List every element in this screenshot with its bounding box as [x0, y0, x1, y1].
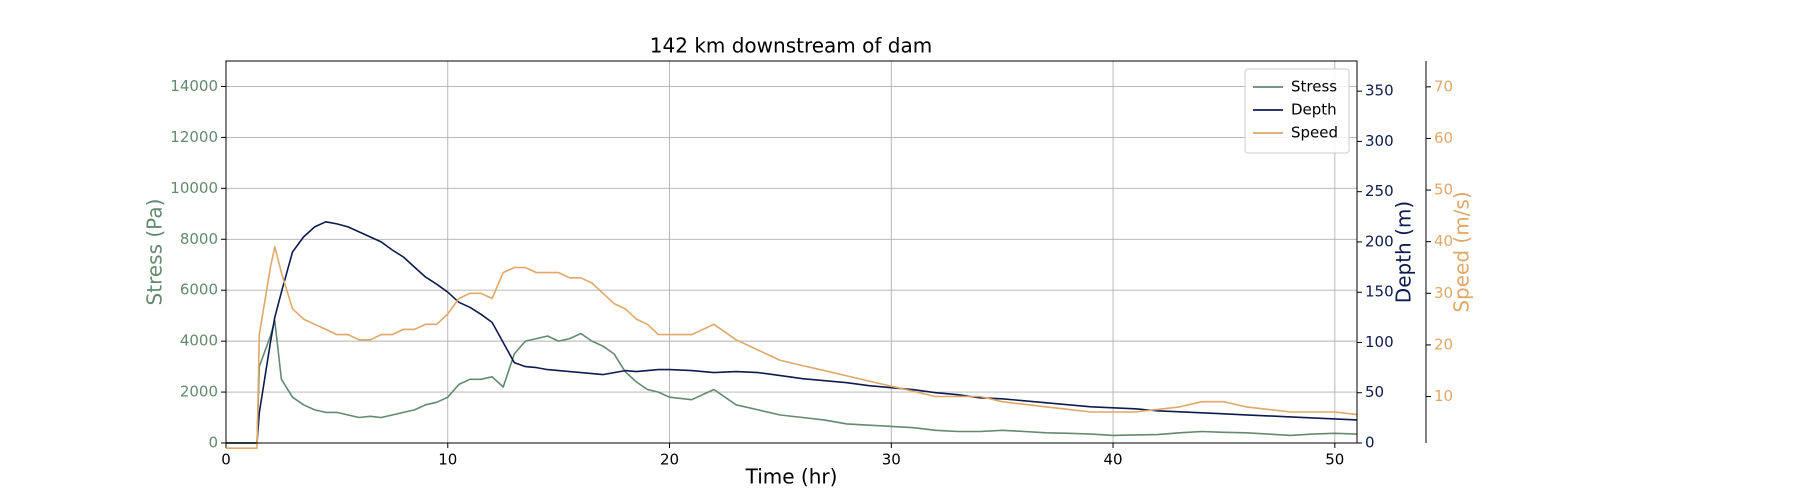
y2-axis-label: Depth (m) — [1392, 201, 1416, 303]
x-axis-label: Time (hr) — [745, 465, 838, 489]
x-tick-label: 50 — [1325, 451, 1344, 469]
x-tick-label: 40 — [1104, 451, 1123, 469]
chart-title: 142 km downstream of dam — [650, 34, 932, 58]
y-tick-label: 2000 — [180, 383, 218, 401]
y-tick-label: 150 — [1365, 283, 1394, 301]
y-tick-label: 300 — [1365, 132, 1394, 150]
plot-frame — [225, 60, 1358, 444]
y-tick-label: 4000 — [180, 332, 218, 350]
legend-box — [1244, 68, 1350, 154]
y-tick-label: 0 — [208, 434, 218, 452]
y-tick-label: 100 — [1365, 333, 1394, 351]
y-tick-label: 350 — [1365, 82, 1394, 100]
y-axis-label: Stress (Pa) — [143, 199, 167, 306]
y-tick-label: 50 — [1434, 181, 1453, 199]
x-tick-label: 20 — [660, 451, 679, 469]
y-tick-label: 50 — [1365, 383, 1384, 401]
y-tick-label: 70 — [1434, 77, 1453, 95]
y-tick-label: 6000 — [180, 281, 218, 299]
x-tick-label: 10 — [438, 451, 457, 469]
y-tick-label: 14000 — [170, 77, 218, 95]
y-tick-label: 12000 — [170, 128, 218, 146]
y-tick-label: 30 — [1434, 284, 1453, 302]
legend-label: Speed — [1291, 124, 1338, 142]
x-tick-label: 0 — [221, 451, 231, 469]
y-tick-label: 8000 — [180, 230, 218, 248]
series-line — [226, 221, 1358, 444]
y-tick-label: 20 — [1434, 335, 1453, 353]
y-tick-label: 10 — [1434, 387, 1453, 405]
y3-axis-label: Speed (m/s) — [1450, 191, 1474, 312]
legend-label: Depth — [1291, 101, 1337, 119]
series-line — [226, 246, 1358, 449]
legend-label: Stress — [1291, 78, 1337, 96]
series-line — [226, 320, 1358, 444]
y-tick-label: 60 — [1434, 129, 1453, 147]
y-tick-label: 0 — [1365, 434, 1375, 452]
y-tick-label: 40 — [1434, 232, 1453, 250]
y-tick-label: 200 — [1365, 232, 1394, 250]
x-tick-label: 30 — [882, 451, 901, 469]
y-tick-label: 10000 — [170, 179, 218, 197]
y-tick-label: 250 — [1365, 182, 1394, 200]
